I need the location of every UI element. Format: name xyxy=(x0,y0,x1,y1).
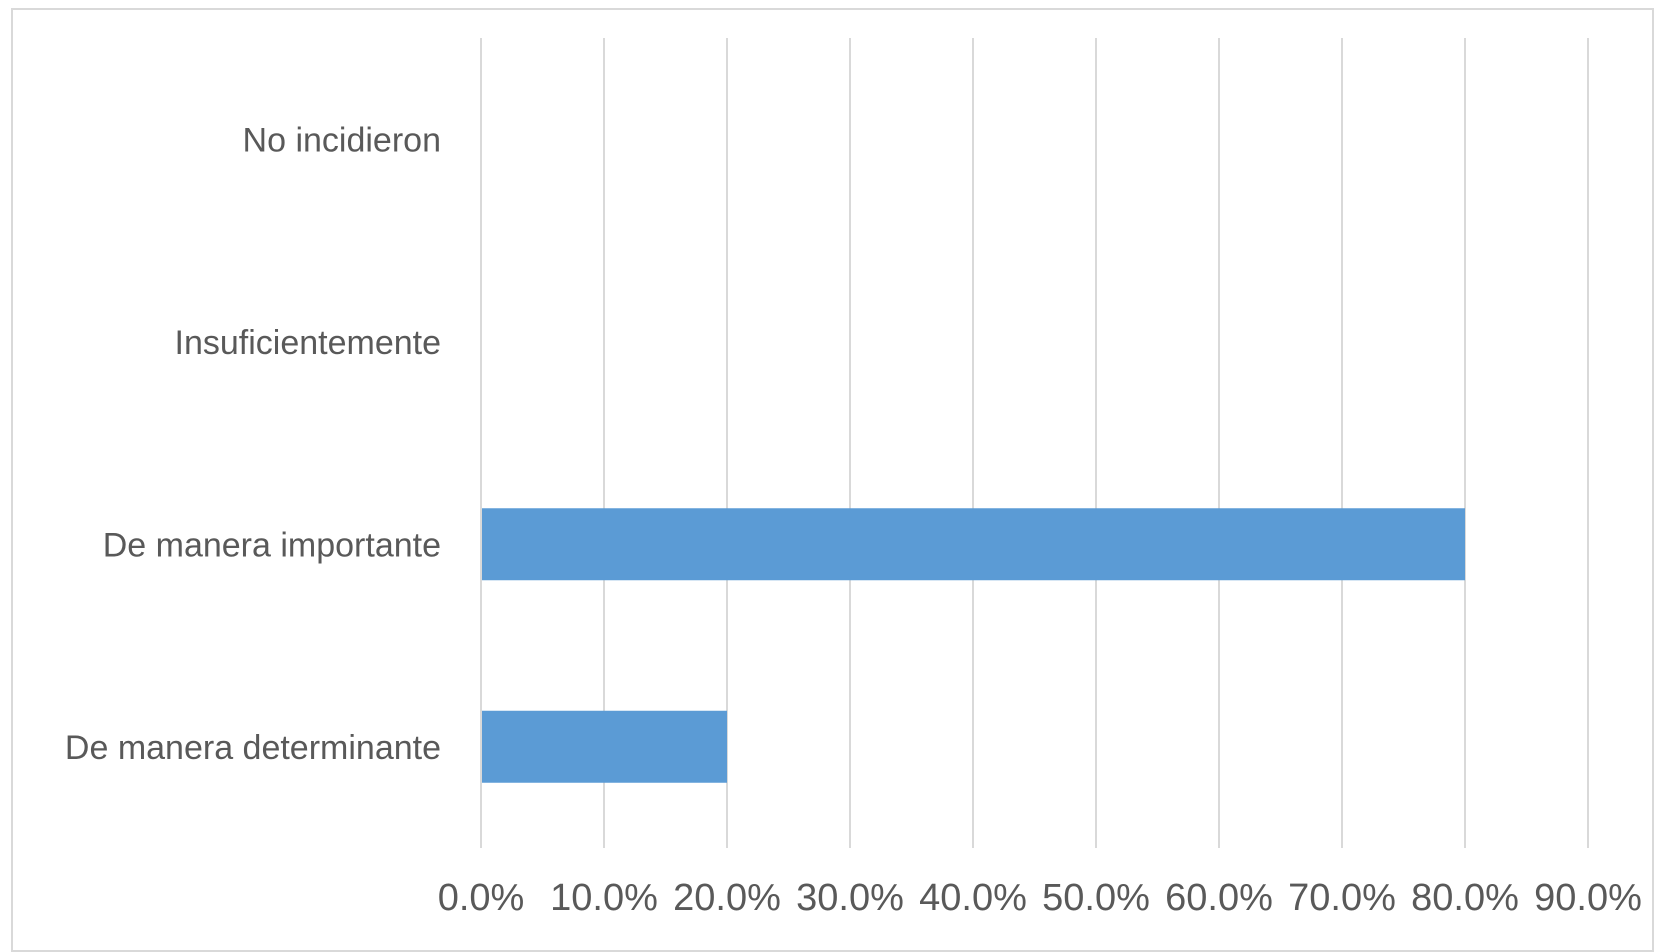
bar-de-manera-importante xyxy=(482,508,1465,581)
category-label: De manera importante xyxy=(103,526,441,564)
x-axis-tick-labels: 0.0% 10.0% 20.0% 30.0% 40.0% 50.0% 60.0% 70.0% 8… xyxy=(438,877,1642,919)
gridlines xyxy=(480,38,1589,848)
bars xyxy=(482,508,1465,783)
x-tick-label: 70.0% xyxy=(1288,877,1396,919)
bar-de-manera-determinante xyxy=(482,710,727,783)
category-label: Insuficientemente xyxy=(175,324,442,362)
x-tick-label: 0.0% xyxy=(438,877,525,919)
x-tick-label: 10.0% xyxy=(550,877,658,919)
x-tick-label: 90.0% xyxy=(1534,877,1642,919)
category-labels: No incidieron Insuficientemente De manera … xyxy=(65,121,441,767)
x-tick-label: 30.0% xyxy=(796,877,904,919)
category-label: De manera determinante xyxy=(65,729,441,767)
x-tick-label: 20.0% xyxy=(673,877,781,919)
x-tick-label: 80.0% xyxy=(1411,877,1519,919)
x-tick-label: 50.0% xyxy=(1042,877,1150,919)
category-label: No incidieron xyxy=(243,121,441,159)
chart-area xyxy=(11,8,1654,952)
x-tick-label: 60.0% xyxy=(1165,877,1273,919)
x-tick-label: 40.0% xyxy=(919,877,1027,919)
